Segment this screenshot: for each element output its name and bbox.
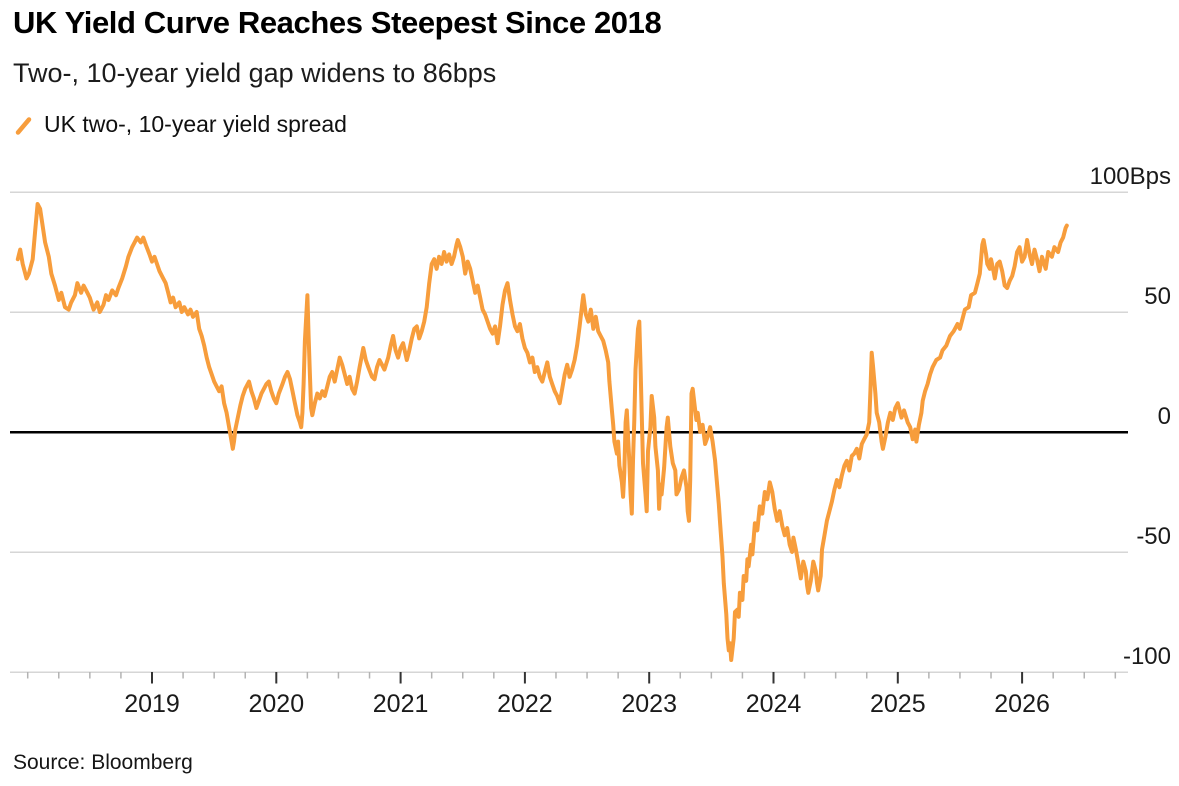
y-tick-label: -50 <box>1136 523 1171 550</box>
legend-label: UK two-, 10-year yield spread <box>44 111 347 137</box>
page-subtitle: Two-, 10-year yield gap widens to 86bps <box>13 58 497 88</box>
x-tick-label: 2024 <box>746 690 802 718</box>
x-axis-labels: 2019 2020 2021 2022 2023 2024 2025 2026 <box>124 690 1050 718</box>
legend: UK two-, 10-year yield spread <box>15 111 347 138</box>
y-tick-label: 50 <box>1144 283 1171 310</box>
legend-slash-marker-icon <box>15 115 33 135</box>
spread-series-path <box>15 202 1069 662</box>
x-tick-label: 2019 <box>124 690 180 718</box>
x-tick-label: 2022 <box>497 690 553 718</box>
y-tick-label: 0 <box>1158 403 1171 430</box>
x-tick-label: 2020 <box>248 690 304 718</box>
y-tick-label: -100 <box>1123 643 1171 670</box>
y-tick-label: 100Bps <box>1090 163 1171 190</box>
page-title: UK Yield Curve Reaches Steepest Since 20… <box>13 5 662 40</box>
series-line <box>15 202 1069 662</box>
x-axis <box>26 672 1117 684</box>
source-note: Source: Bloomberg <box>13 751 193 774</box>
x-tick-label: 2025 <box>870 690 926 718</box>
x-tick-label: 2026 <box>994 690 1050 718</box>
x-tick-label: 2023 <box>621 690 677 718</box>
x-tick-label: 2021 <box>373 690 429 718</box>
y-axis-labels: 100Bps 50 0 -50 -100 <box>1090 163 1171 670</box>
